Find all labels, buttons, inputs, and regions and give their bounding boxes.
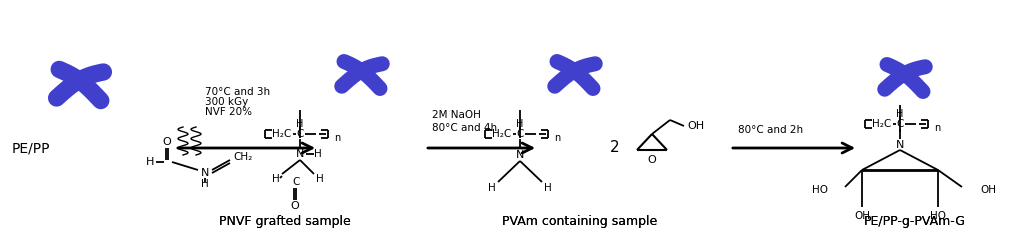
Text: PE/PP: PE/PP	[12, 141, 50, 155]
Text: H: H	[296, 119, 303, 129]
Text: H: H	[516, 119, 523, 129]
Text: PVAm containing sample: PVAm containing sample	[503, 215, 658, 228]
Text: 80°C and 2h: 80°C and 2h	[738, 125, 803, 135]
Text: OH: OH	[854, 211, 870, 221]
Text: H: H	[488, 183, 495, 193]
Text: 80°C and 4h: 80°C and 4h	[432, 123, 498, 133]
Text: C: C	[292, 177, 300, 187]
Text: O: O	[648, 155, 656, 165]
Text: PNVF grafted sample: PNVF grafted sample	[219, 215, 351, 228]
Text: O: O	[162, 137, 172, 147]
Text: C: C	[896, 119, 904, 129]
Text: OH: OH	[688, 121, 704, 131]
Text: C: C	[516, 129, 523, 139]
Text: N: N	[200, 168, 209, 178]
Text: H: H	[315, 149, 322, 159]
Text: 2: 2	[611, 139, 620, 155]
Text: CH₂: CH₂	[233, 152, 253, 162]
Text: H: H	[201, 179, 209, 189]
Text: O: O	[291, 201, 299, 211]
Text: H: H	[317, 174, 324, 184]
Text: N: N	[516, 150, 524, 160]
Text: N: N	[296, 149, 304, 159]
Text: n: n	[554, 133, 560, 143]
Text: HO: HO	[812, 185, 828, 195]
Text: HO: HO	[930, 211, 946, 221]
Text: PNVF grafted sample: PNVF grafted sample	[219, 215, 351, 228]
Text: H₂C: H₂C	[492, 129, 512, 139]
Text: H: H	[272, 174, 280, 184]
Text: C: C	[296, 129, 303, 139]
Text: H₂C: H₂C	[873, 119, 891, 129]
Text: H: H	[896, 109, 904, 119]
Text: 70°C and 3h: 70°C and 3h	[205, 87, 270, 97]
Text: 2M NaOH: 2M NaOH	[432, 110, 481, 120]
Text: OH: OH	[980, 185, 996, 195]
Text: N: N	[895, 140, 905, 150]
Text: n: n	[934, 123, 941, 133]
Text: PE/PP-g-PVAm-G: PE/PP-g-PVAm-G	[864, 215, 966, 228]
Text: PVAm containing sample: PVAm containing sample	[503, 215, 658, 228]
Text: H₂C: H₂C	[272, 129, 292, 139]
Text: 300 kGy: 300 kGy	[205, 97, 248, 107]
Text: H: H	[146, 157, 154, 167]
Text: n: n	[334, 133, 340, 143]
Text: NVF 20%: NVF 20%	[205, 107, 252, 117]
Text: PE/PP-g-PVAm-G: PE/PP-g-PVAm-G	[864, 215, 966, 228]
Text: H: H	[544, 183, 552, 193]
